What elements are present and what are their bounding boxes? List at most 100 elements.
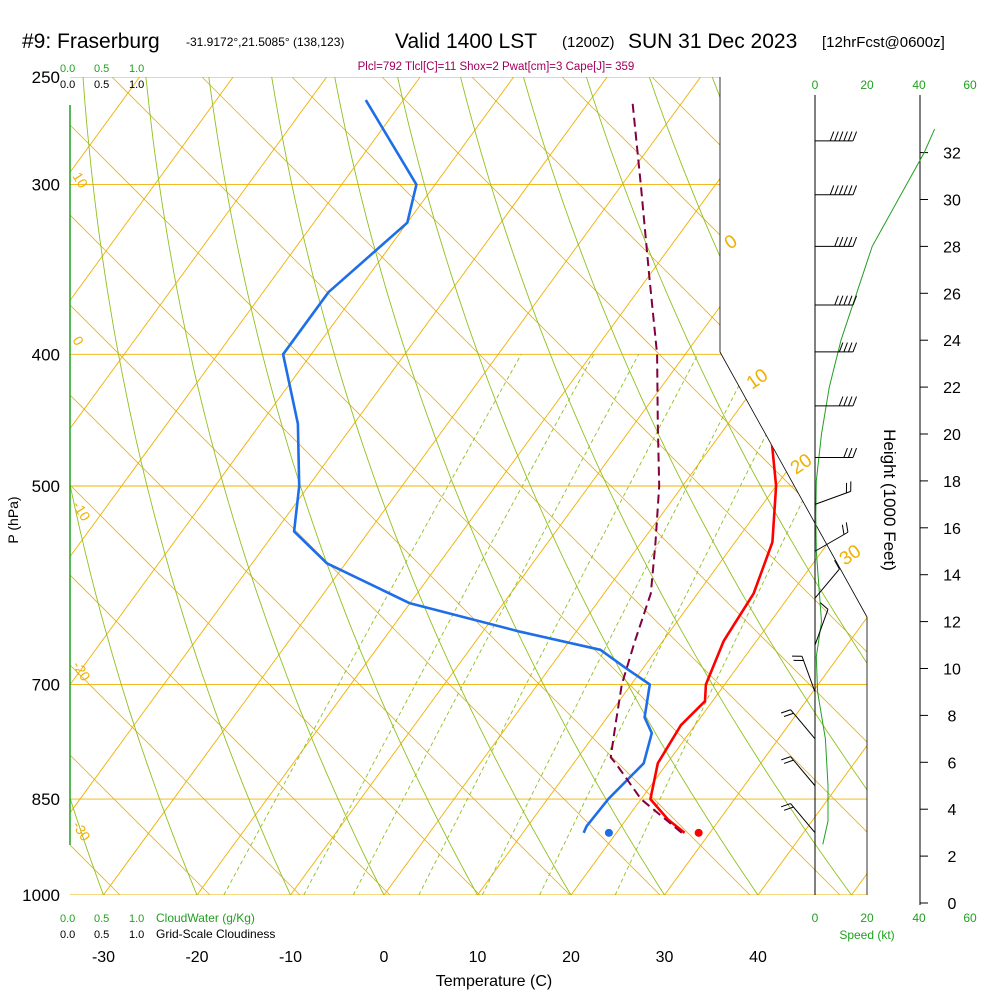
wind-barb <box>791 655 816 693</box>
mixing-ratio-label: 12 <box>534 901 554 921</box>
wind-barb-flag <box>852 447 858 458</box>
dry-adiabat-label: 20 <box>787 450 816 479</box>
wind-barb <box>814 602 829 646</box>
wind-barb-flag <box>847 236 853 247</box>
height-tick-label: 16 <box>943 521 961 538</box>
cloudwater-top-0: 0.0 <box>60 63 75 75</box>
isotherm-label: 10 <box>69 169 91 191</box>
x-axis-label: Temperature (C) <box>436 973 552 990</box>
saturated-adiabat-line <box>930 0 1000 895</box>
isotherm-line <box>664 77 867 895</box>
height-tick-label: 30 <box>943 193 961 210</box>
isotherm-line <box>70 77 515 895</box>
wind-barb-flag <box>838 185 844 195</box>
isotherm-label: -30 <box>69 818 93 844</box>
wind-barb-flag <box>834 560 840 570</box>
dry-adiabat-line <box>70 77 104 895</box>
temperature-line <box>649 99 778 834</box>
height-tick-label: 6 <box>948 755 957 772</box>
height-axis-label: Height (1000 Feet) <box>880 429 899 571</box>
wind-barb-flag <box>845 522 849 533</box>
speed-bottom-0: 0 <box>812 911 819 925</box>
mixing-ratio-line <box>303 354 595 895</box>
isotherm-line <box>70 77 328 895</box>
dewpoint-line <box>281 99 654 834</box>
wind-barb <box>815 396 858 407</box>
isotherm-line <box>70 77 608 895</box>
cloud-scale-bottom: 0.0 0.5 1.0 CloudWater (g/Kg) 0.0 0.5 1.… <box>60 911 275 941</box>
wind-barb-flag <box>783 806 794 811</box>
speed-bottom-2: 40 <box>912 911 926 925</box>
mixing-ratio-label: 5 <box>415 904 432 918</box>
height-tick-label: 28 <box>943 239 961 256</box>
wind-barb-flag <box>829 131 835 142</box>
height-tick-label: 20 <box>943 427 961 444</box>
chart-title-forecast: [12hrFcst@0600z] <box>822 34 945 51</box>
height-tick-label: 26 <box>943 286 961 303</box>
mixing-ratio-line <box>352 354 640 895</box>
wind-barb-flag <box>847 131 853 142</box>
temperature-tick-label: 40 <box>749 949 767 966</box>
wind-barb-flag <box>847 396 853 407</box>
isotherm-line <box>757 77 867 895</box>
mixing-ratio-line <box>614 354 867 895</box>
wind-barb-flag <box>852 396 858 407</box>
mixing-ratio-line <box>481 354 756 895</box>
height-tick-label: 2 <box>948 849 957 866</box>
plot-boundary <box>719 77 868 895</box>
isotherm-label: 0 <box>69 333 87 348</box>
cloud-scale-top: 0.0 0.5 1.0 0.0 0.5 1.0 <box>60 63 144 91</box>
wind-barb-flag <box>847 295 853 306</box>
temperature-tick-label: 10 <box>469 949 487 966</box>
cloudwater-top-2: 1.0 <box>129 63 144 75</box>
mixing-ratio-label: 2 <box>301 904 318 918</box>
wind-barb-flag <box>780 709 791 714</box>
surface-temperature-marker <box>694 828 703 837</box>
chart-title-valid: Valid 1400 LST <box>395 30 537 53</box>
wind-barb <box>780 756 816 787</box>
wind-barb <box>814 560 840 599</box>
cloudwater-bottom-2: 1.0 <box>129 913 144 925</box>
wind-barb-flag <box>847 342 853 353</box>
isotherm-line <box>70 77 421 895</box>
wind-barb-staff <box>814 490 851 505</box>
saturated-adiabat-line <box>70 77 391 895</box>
temperature-tick-label: 20 <box>562 949 580 966</box>
saturated-adiabat-line <box>70 77 867 895</box>
temperature-tick-labels: -30 -20 -10 0 10 20 30 40 <box>92 949 767 966</box>
dry-adiabat-line <box>82 77 291 895</box>
height-tick-label: 14 <box>943 568 961 585</box>
saturated-adiabat-line <box>0 0 30 895</box>
dry-adiabat-line <box>585 77 867 895</box>
wind-barb-flag <box>852 342 858 353</box>
saturated-adiabat-line <box>70 77 121 895</box>
cloudwater-top-1: 0.5 <box>94 63 109 75</box>
cloudiness-bottom-2: 1.0 <box>129 929 144 941</box>
wind-barb <box>814 481 852 505</box>
saturated-adiabat-line <box>119 77 867 895</box>
mixing-ratio-label: 3 <box>351 904 368 918</box>
height-tick-label: 4 <box>948 802 957 819</box>
cloudiness-bottom-1: 0.5 <box>94 929 109 941</box>
mixing-ratio-line <box>539 354 808 895</box>
speed-top-2: 40 <box>912 78 926 92</box>
wind-speed-profile <box>815 128 936 845</box>
mixing-ratio-line <box>223 354 522 895</box>
wind-barb-staff <box>814 609 829 646</box>
mixing-ratio-label: 20 <box>610 901 630 921</box>
height-tick-label: 10 <box>943 662 961 679</box>
wind-barb-flag <box>843 236 848 247</box>
cloudiness-top-1: 0.5 <box>94 79 109 91</box>
saturated-adiabat-line <box>70 77 751 895</box>
dry-adiabat-label: 10 <box>743 365 772 394</box>
wind-barb <box>780 803 816 833</box>
cloudiness-top-2: 1.0 <box>129 79 144 91</box>
wind-barb-flag <box>852 131 858 142</box>
saturated-adiabat-line <box>749 77 867 895</box>
mixing-ratio-label: 8 <box>480 904 497 918</box>
dry-adiabat-label: 30 <box>836 541 865 570</box>
cloudiness-bottom-0: 0.0 <box>60 929 75 941</box>
dry-adiabat-line <box>397 77 759 895</box>
wind-barb <box>815 236 858 247</box>
